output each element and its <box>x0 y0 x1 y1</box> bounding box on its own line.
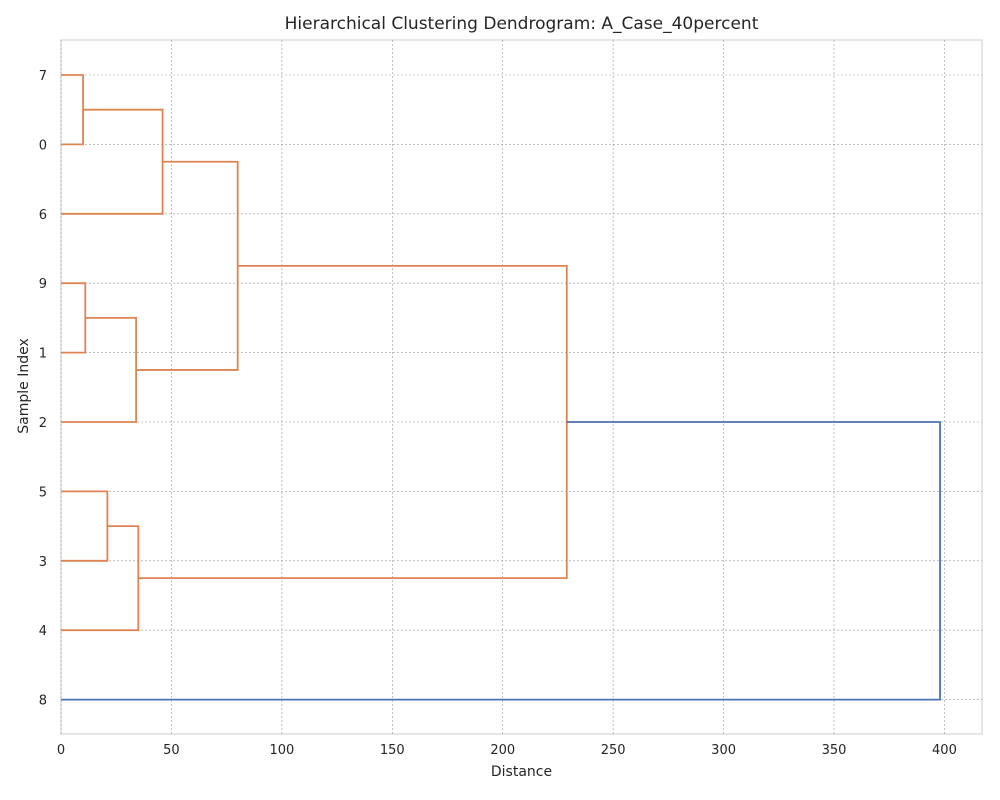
x-tick-label: 150 <box>380 743 405 758</box>
x-tick-label: 0 <box>57 743 65 758</box>
x-tick-label: 300 <box>711 743 736 758</box>
y-tick-label: 9 <box>39 277 47 292</box>
y-tick-label: 6 <box>39 208 47 223</box>
y-axis-label: Sample Index <box>16 338 32 434</box>
y-tick-label: 5 <box>39 485 47 500</box>
y-tick-label: 7 <box>39 69 47 84</box>
x-tick-label: 350 <box>822 743 847 758</box>
y-tick-label: 0 <box>39 138 47 153</box>
x-tick-label: 250 <box>601 743 626 758</box>
dendrogram-link <box>61 421 941 701</box>
x-axis-label: Distance <box>490 764 553 780</box>
x-tick-label: 200 <box>490 743 515 758</box>
y-tick-label: 8 <box>39 694 47 709</box>
x-tick-label: 400 <box>932 743 957 758</box>
x-tick-label: 50 <box>163 743 180 758</box>
y-tick-label: 4 <box>39 624 47 639</box>
y-tick-label: 1 <box>39 347 47 362</box>
chart-title: Hierarchical Clustering Dendrogram: A_Ca… <box>284 14 759 34</box>
plot-frame <box>60 39 983 735</box>
y-tick-label: 2 <box>39 416 47 431</box>
x-tick-label: 100 <box>269 743 294 758</box>
y-tick-label: 3 <box>39 555 47 570</box>
